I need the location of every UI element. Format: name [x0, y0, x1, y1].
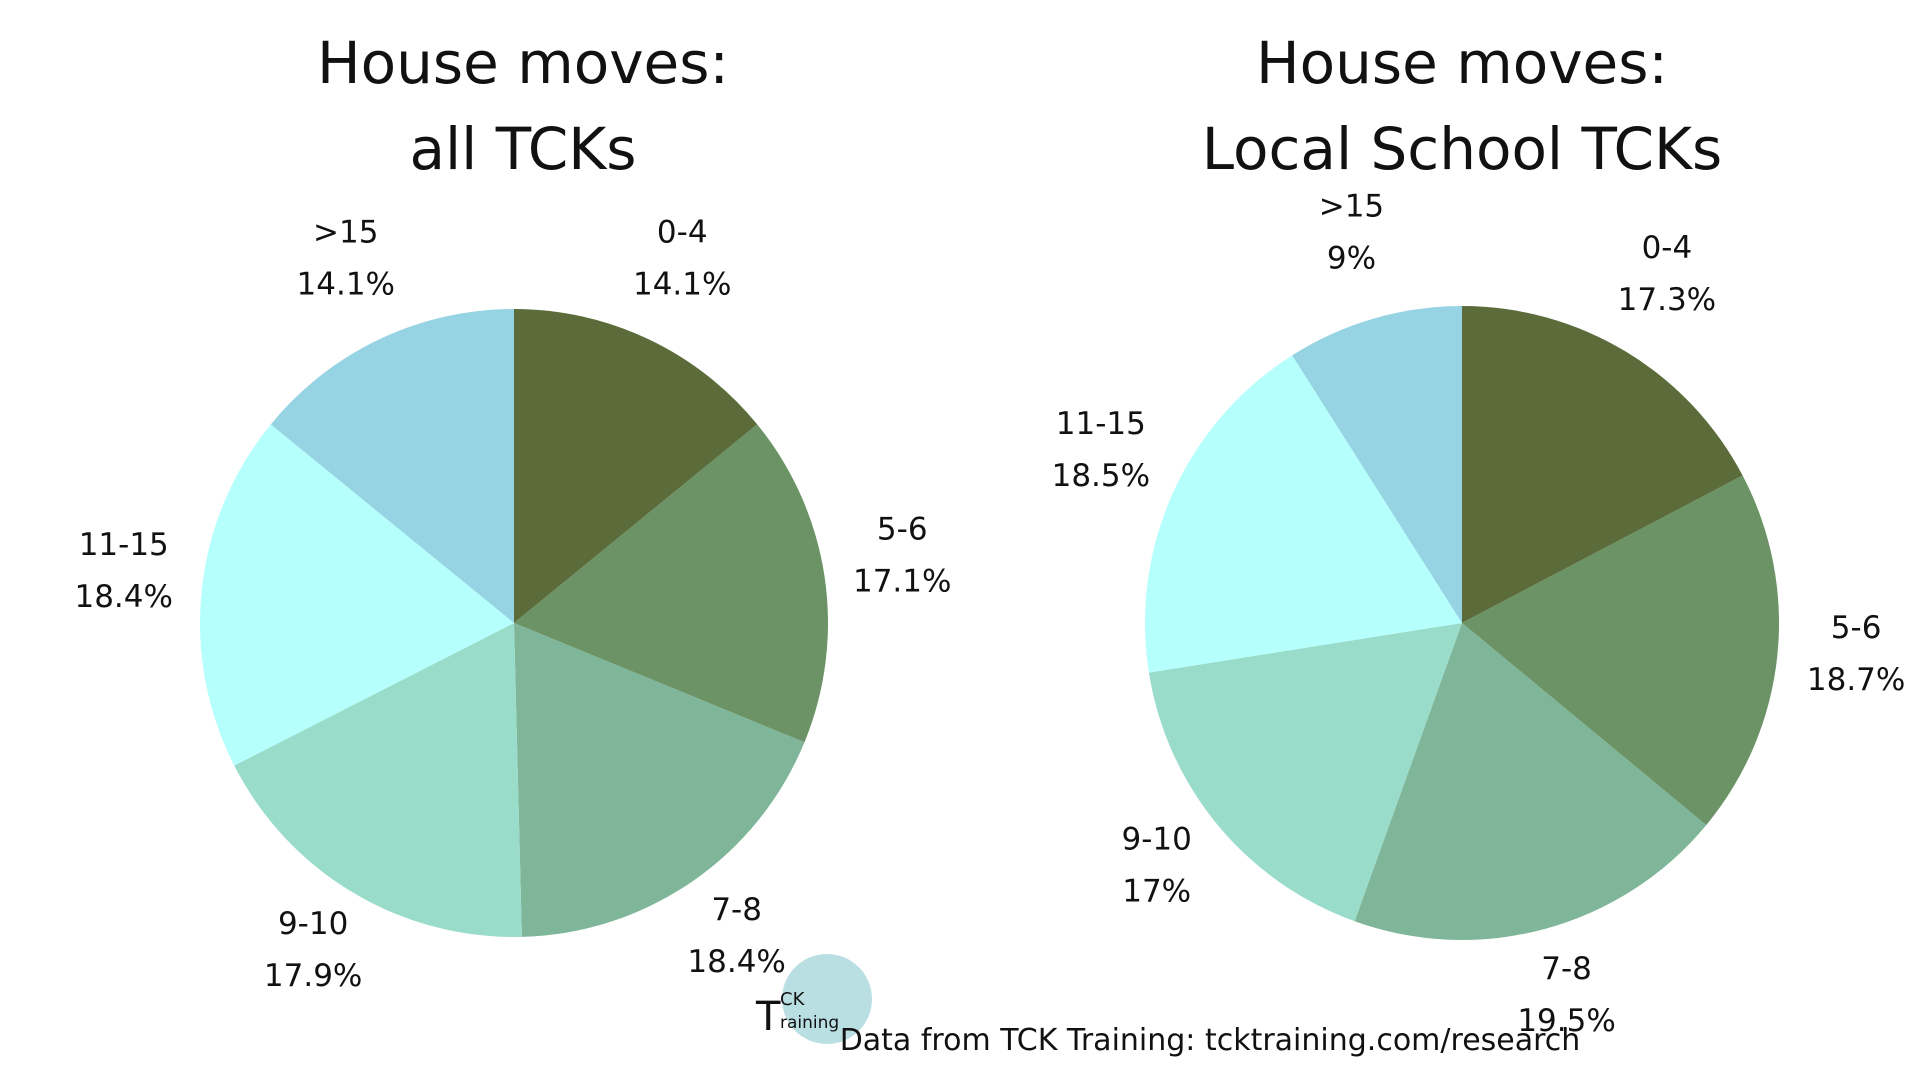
logo-t: T [755, 994, 781, 1040]
slice-category: 11-15 [1056, 406, 1146, 442]
slice-category: >15 [313, 214, 378, 250]
pie-slice [1462, 475, 1779, 826]
slice-value: 9% [1327, 240, 1376, 276]
slice-category: 9-10 [1122, 822, 1192, 858]
footer-text: Data from TCK Training: tcktraining.com/… [840, 1023, 1581, 1058]
slice-category: 5-6 [877, 511, 928, 547]
slice-category: 11-15 [79, 527, 169, 563]
pie-slice [1292, 306, 1462, 623]
slice-category: 0-4 [657, 214, 708, 250]
slice-value: 18.4% [74, 579, 172, 615]
pie-slice [199, 424, 514, 766]
pie-slice [270, 309, 514, 623]
slice-value: 18.7% [1807, 662, 1905, 698]
slice-category: 7-8 [711, 892, 762, 928]
pie-slice [1462, 306, 1743, 623]
pie-slice [1148, 623, 1462, 922]
slice-value: 17.3% [1618, 282, 1716, 318]
pie-slice [1354, 623, 1707, 940]
logo-raining: raining [780, 1013, 839, 1033]
logo-circle [782, 954, 872, 1044]
slice-value: 17.9% [264, 958, 362, 994]
pie-slice [1145, 355, 1462, 673]
slice-category: 9-10 [278, 906, 348, 942]
slice-value: 17% [1122, 874, 1191, 910]
chart-title: House moves: Local School TCKs [1201, 29, 1723, 183]
slice-category: 0-4 [1642, 230, 1693, 266]
logo-ck: CK [780, 989, 806, 1010]
slice-value: 17.1% [853, 563, 951, 599]
pie-slice [514, 309, 758, 623]
slice-value: 19.5% [1517, 1003, 1615, 1039]
pie-slice [234, 623, 522, 937]
slice-category: 5-6 [1831, 610, 1882, 646]
slice-value: 14.1% [297, 266, 395, 302]
slice-value: 14.1% [633, 266, 731, 302]
chart-title: House moves: all TCKs [317, 29, 729, 183]
pie-slice [514, 424, 828, 743]
slice-category: 7-8 [1541, 951, 1592, 987]
slice-category: >15 [1319, 188, 1384, 224]
slice-value: 18.4% [687, 944, 785, 980]
pie-slice [514, 623, 805, 937]
slice-value: 18.5% [1052, 458, 1150, 494]
